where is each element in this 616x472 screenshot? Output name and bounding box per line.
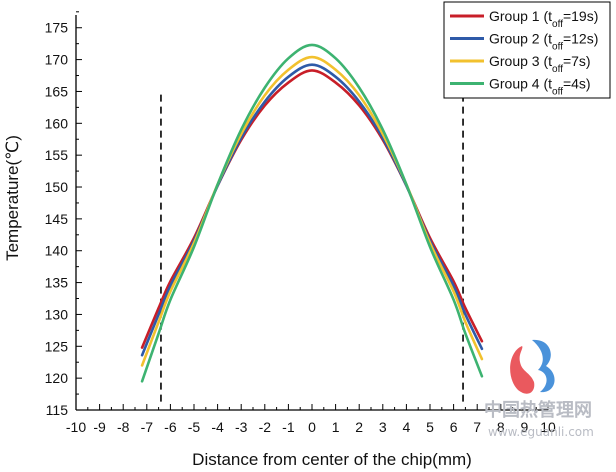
y-tick-label: 165 — [45, 83, 69, 99]
x-tick-label: -4 — [211, 419, 224, 435]
y-tick-label: 175 — [45, 20, 69, 36]
y-tick-label: 150 — [45, 179, 69, 195]
x-tick-label: -2 — [259, 419, 272, 435]
y-tick-label: 170 — [45, 52, 69, 68]
x-axis-title: Distance from center of the chip(mm) — [192, 450, 472, 469]
legend-label-group-1: Group 1 (toff=19s) — [489, 8, 598, 30]
watermark-logo-icon — [510, 339, 555, 394]
x-tick-label: 4 — [403, 419, 411, 435]
x-tick-label: 8 — [497, 419, 505, 435]
series-lines — [140, 43, 484, 383]
watermark-url: www.eguanli.com — [488, 425, 594, 439]
x-tick-label: -8 — [117, 419, 130, 435]
y-tick-label: 115 — [46, 402, 69, 418]
x-tick-label: 10 — [540, 419, 556, 435]
series-line-group-3 — [140, 55, 484, 367]
y-tick-label: 130 — [45, 306, 69, 322]
legend-label-group-2: Group 2 (toff=12s) — [489, 31, 598, 53]
y-axis-ticks: 115 120 125 130 135 140 145 150 155 160 165 170 175 — [45, 11, 82, 418]
y-tick-label: 125 — [45, 338, 69, 354]
x-tick-label: 0 — [308, 419, 316, 435]
y-tick-label: 135 — [45, 275, 69, 291]
x-tick-label: 5 — [426, 419, 434, 435]
series-line-group-1 — [140, 69, 484, 349]
watermark-text: 中国热管理网 — [484, 399, 592, 421]
series-line-group-2 — [140, 63, 484, 357]
x-tick-label: -9 — [93, 419, 106, 435]
x-tick-label: -1 — [282, 419, 295, 435]
x-tick-label: 1 — [332, 419, 340, 435]
x-tick-label: -6 — [164, 419, 177, 435]
x-tick-label: -5 — [188, 419, 201, 435]
x-tick-label: 9 — [521, 419, 529, 435]
legend-label-group-3: Group 3 (toff=7s) — [489, 53, 591, 75]
legend-label-group-4: Group 4 (toff=4s) — [489, 76, 591, 98]
x-tick-label: -7 — [141, 419, 154, 435]
x-tick-label: -3 — [235, 419, 248, 435]
x-tick-label: 7 — [473, 419, 481, 435]
x-tick-label: 2 — [355, 419, 363, 435]
x-tick-label: 6 — [450, 419, 458, 435]
y-tick-label: 160 — [45, 115, 69, 131]
y-tick-label: 140 — [45, 243, 69, 259]
legend: Group 1 (toff=19s)Group 2 (toff=12s)Grou… — [443, 1, 611, 99]
y-tick-label: 120 — [45, 370, 69, 386]
reference-lines — [160, 94, 464, 404]
x-axis-ticks: -10 -9 -8 -7 -6 -5 -4 -3 -2 -1 0 1 2 3 4 5 6 7 8 9 10 — [66, 404, 556, 435]
x-tick-label: -10 — [66, 419, 86, 435]
y-axis-title: Temperature(℃) — [3, 135, 22, 261]
x-tick-label: 3 — [379, 419, 387, 435]
watermark: 中国热管理网 www.eguanli.com — [484, 339, 594, 439]
series-line-group-4 — [140, 43, 484, 383]
y-tick-label: 145 — [45, 211, 69, 227]
y-tick-label: 155 — [45, 147, 69, 163]
